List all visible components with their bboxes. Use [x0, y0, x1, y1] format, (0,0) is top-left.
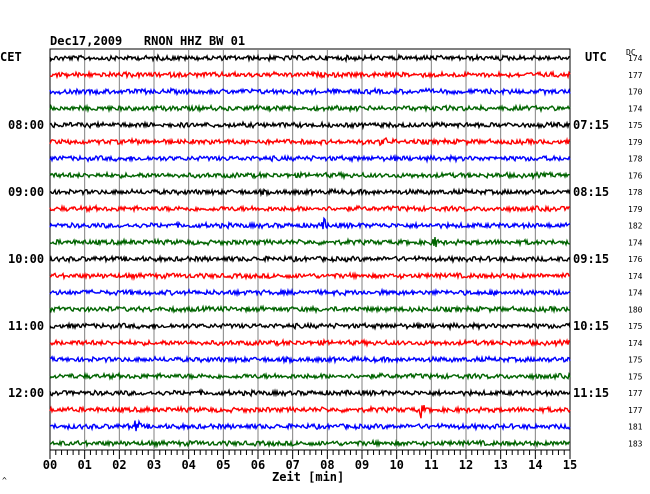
dc-value: 175	[628, 372, 643, 381]
dc-value: 174	[628, 54, 643, 63]
x-tick-label: 00	[43, 458, 57, 472]
seismic-trace-24	[49, 438, 570, 449]
dc-value: 177	[628, 71, 643, 80]
dc-value: 177	[628, 406, 643, 415]
seismic-trace-6	[49, 136, 571, 147]
right-time-label: 07:15	[573, 118, 609, 132]
left-time-label: 11:00	[8, 319, 44, 333]
left-time-label: 09:00	[8, 185, 44, 199]
corner-mark: ^	[2, 476, 7, 485]
dc-value: 178	[628, 155, 643, 164]
dc-value: 176	[628, 255, 643, 264]
right-time-label: 09:15	[573, 252, 609, 266]
seismic-trace-13	[49, 254, 571, 265]
dc-value: 175	[628, 322, 643, 331]
seismic-trace-3	[49, 86, 571, 97]
seismic-trace-14	[49, 271, 571, 282]
dc-value: 179	[628, 138, 643, 147]
dc-value: 181	[628, 423, 643, 432]
seismic-trace-4	[49, 103, 571, 114]
seismic-trace-20	[49, 371, 571, 382]
seismic-trace-11	[49, 216, 571, 231]
seismic-trace-17	[49, 321, 571, 332]
right-time-label: 10:15	[573, 319, 609, 333]
x-axis-label: Zeit [min]	[272, 470, 345, 484]
x-tick-label: 05	[216, 458, 230, 472]
left-time-label: 12:00	[8, 386, 44, 400]
dc-value: 174	[628, 238, 643, 247]
seismic-trace-22	[49, 404, 571, 419]
seismic-trace-5	[49, 119, 571, 131]
x-tick-label: 15	[563, 458, 577, 472]
chart-title: Dec17,2009 RNON HHZ BW 01	[50, 34, 246, 48]
x-tick-label: 12	[459, 458, 473, 472]
seismic-trace-7	[49, 153, 571, 164]
seismic-trace-18	[49, 337, 571, 348]
dc-column-label: DC	[626, 48, 636, 57]
x-tick-label: 02	[112, 458, 126, 472]
seismic-trace-2	[49, 69, 571, 80]
dc-value: 176	[628, 171, 643, 180]
x-tick-label: 04	[181, 458, 195, 472]
dc-value: 180	[628, 305, 643, 314]
x-tick-label: 01	[77, 458, 91, 472]
dc-value: 182	[628, 222, 643, 231]
dc-value: 174	[628, 272, 643, 281]
dc-value: 175	[628, 356, 643, 365]
dc-value: 177	[628, 389, 643, 398]
x-tick-label: 06	[251, 458, 265, 472]
seismic-trace-21	[49, 388, 571, 398]
seismic-trace-9	[49, 187, 571, 198]
x-tick-label: 08	[320, 458, 334, 472]
seismic-trace-1	[49, 53, 571, 64]
x-tick-label: 11	[424, 458, 438, 472]
x-tick-label: 14	[528, 458, 542, 472]
dc-value: 170	[628, 88, 643, 97]
dc-value: 175	[628, 121, 643, 130]
seismic-trace-15	[49, 287, 571, 298]
x-tick-label: 10	[389, 458, 403, 472]
right-time-label: 11:15	[573, 386, 609, 400]
dc-value: 179	[628, 205, 643, 214]
seismic-trace-12	[49, 236, 571, 248]
x-tick-label: 13	[493, 458, 507, 472]
seismic-trace-23	[49, 418, 571, 432]
dc-value: 174	[628, 289, 643, 298]
x-tick-label: 03	[147, 458, 161, 472]
right-time-label: 08:15	[573, 185, 609, 199]
seismic-trace-19	[49, 354, 571, 365]
dc-value: 174	[628, 339, 643, 348]
timezone-left-label: CET	[0, 50, 22, 64]
dc-value: 174	[628, 104, 643, 113]
left-time-label: 08:00	[8, 118, 44, 132]
dc-value: 178	[628, 188, 643, 197]
dc-value: 183	[628, 439, 643, 448]
x-tick-label: 07	[285, 458, 299, 472]
timezone-right-label: UTC	[585, 50, 607, 64]
left-time-label: 10:00	[8, 252, 44, 266]
seismic-trace-10	[49, 203, 571, 214]
x-tick-label: 09	[355, 458, 369, 472]
seismic-trace-16	[49, 304, 571, 315]
seismic-trace-8	[49, 170, 571, 181]
